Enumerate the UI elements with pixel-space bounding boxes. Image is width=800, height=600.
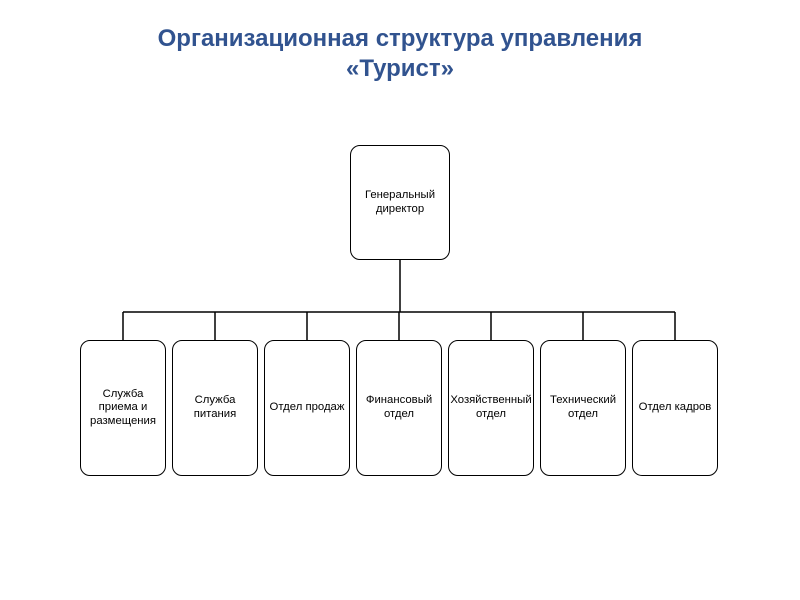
org-chart-connectors — [0, 0, 800, 600]
org-node-sales: Отдел продаж — [264, 340, 350, 476]
org-node-food: Служба питания — [172, 340, 258, 476]
org-node-director: Генеральный директор — [350, 145, 450, 260]
org-node-finance: Финансовый отдел — [356, 340, 442, 476]
page-title: Организационная структура управления «Ту… — [0, 0, 800, 84]
org-node-technical: Технический отдел — [540, 340, 626, 476]
org-node-economic: Хозяйственный отдел — [448, 340, 534, 476]
org-node-reception: Служба приема и размещения — [80, 340, 166, 476]
org-node-hr: Отдел кадров — [632, 340, 718, 476]
